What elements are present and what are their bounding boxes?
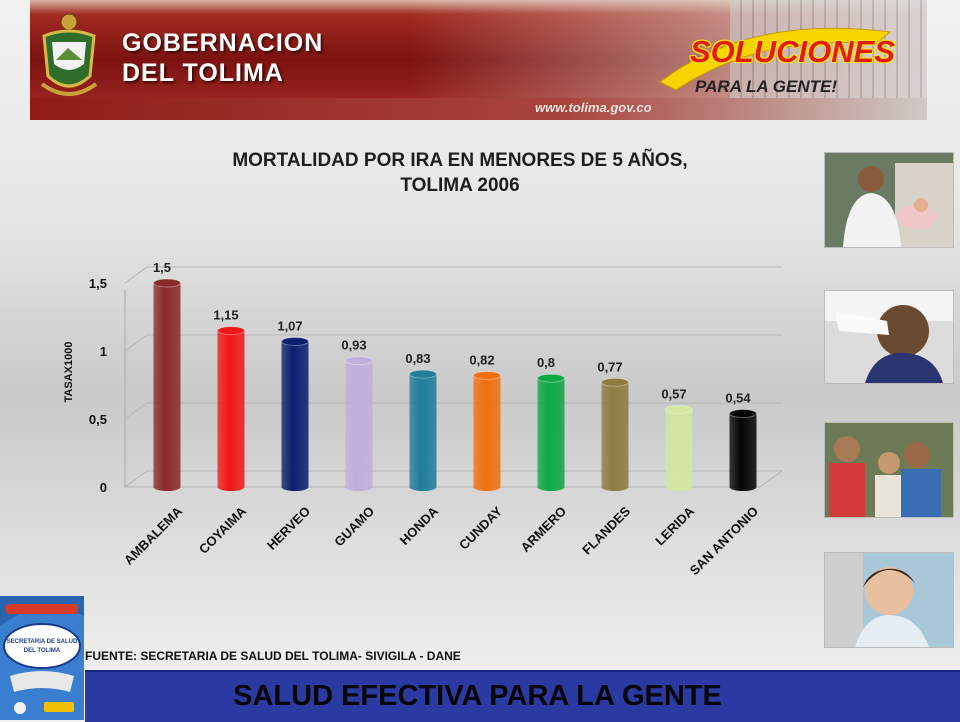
x-tick-label: CUNDAY xyxy=(456,503,505,552)
government-title: GOBERNACION DEL TOLIMA xyxy=(122,28,323,88)
value-label: 0,57 xyxy=(661,386,686,401)
value-label: 0,83 xyxy=(405,351,430,366)
bar-ambalema xyxy=(153,278,181,491)
footer-bar: SALUD EFECTIVA PARA LA GENTE xyxy=(85,670,960,722)
photo-smiling-child xyxy=(824,552,954,648)
slogan-arrow-icon xyxy=(659,27,892,91)
logo-line-1: SECRETARIA DE SALUD xyxy=(7,639,78,645)
slogan-main: SOLUCIONES xyxy=(690,34,895,69)
x-tick-label: HONDA xyxy=(397,503,442,548)
x-tick-label: LERIDA xyxy=(652,503,697,548)
tolima-crest-icon xyxy=(40,13,98,96)
value-label: 0,77 xyxy=(597,359,622,374)
banner-bottom-strip xyxy=(30,98,927,120)
x-tick-label: COYAIMA xyxy=(196,503,250,557)
y-tick-label: 0,5 xyxy=(89,412,107,427)
photo-children-group xyxy=(824,422,954,518)
gridline xyxy=(124,266,782,284)
photo-child-vaccination xyxy=(824,290,954,384)
value-label: 1,07 xyxy=(277,318,302,333)
bar-san-antonio xyxy=(729,409,757,491)
slogan-sub: PARA LA GENTE! xyxy=(695,77,837,96)
header-banner: GOBERNACION DEL TOLIMA www.tolima.gov.co xyxy=(30,0,927,120)
photo-mother-child xyxy=(824,152,954,248)
chart-bars xyxy=(153,278,757,491)
x-tick-label: AMBALEMA xyxy=(121,503,186,568)
value-label: 0,8 xyxy=(537,355,555,370)
bar-flandes xyxy=(601,377,629,491)
value-label: 1,15 xyxy=(213,308,238,323)
title-line-1: GOBERNACION xyxy=(122,29,324,57)
bar-honda xyxy=(409,369,437,491)
bar-cunday xyxy=(473,370,501,491)
chart-title-line-2: TOLIMA 2006 xyxy=(400,175,520,196)
data-source-note: FUENTE: SECRETARIA DE SALUD DEL TOLIMA- … xyxy=(85,649,461,663)
x-tick-label: SAN ANTONIO xyxy=(687,504,761,578)
x-tick-label: HERVEO xyxy=(264,504,313,553)
value-label: 0,54 xyxy=(725,391,751,406)
value-labels: 1,5 1,15 1,07 0,93 0,83 0,82 0,8 0,77 0,57 0,54 xyxy=(153,260,751,406)
value-label: 0,93 xyxy=(341,338,366,353)
bar-herveo xyxy=(281,336,309,491)
gridline xyxy=(124,402,782,420)
bar-armero xyxy=(537,373,565,491)
footer-slogan: SALUD EFECTIVA PARA LA GENTE xyxy=(233,680,722,712)
logo-line-2: DEL TOLIMA xyxy=(24,648,61,654)
bar-lerida xyxy=(665,404,693,491)
value-label: 0,82 xyxy=(469,352,494,367)
bar-guamo xyxy=(345,356,373,491)
title-line-2: DEL TOLIMA xyxy=(122,59,284,87)
value-label: 1,5 xyxy=(153,260,171,275)
x-tick-label: FLANDES xyxy=(579,503,633,557)
website-url: www.tolima.gov.co xyxy=(535,100,652,115)
x-tick-label: GUAMO xyxy=(331,504,377,550)
chart-title: MORTALIDAD POR IRA EN MENORES DE 5 AÑOS,… xyxy=(130,148,790,198)
y-tick-label: 0 xyxy=(100,480,107,495)
secretaria-salud-logo: SECRETARIA DE SALUD DEL TOLIMA xyxy=(0,596,84,720)
x-tick-label: ARMERO xyxy=(518,504,569,555)
chart-title-line-1: MORTALIDAD POR IRA EN MENORES DE 5 AÑOS, xyxy=(232,150,688,171)
y-tick-label: 1,5 xyxy=(89,276,107,291)
bar-coyaima xyxy=(217,326,245,491)
y-tick-label: 1 xyxy=(100,344,107,359)
y-axis-label: TASAX1000 xyxy=(63,342,75,403)
gridline xyxy=(124,334,782,352)
chart-gridlines xyxy=(124,266,782,420)
x-axis-labels: AMBALEMA COYAIMA HERVEO GUAMO HONDA CUNDAY ARM… xyxy=(121,503,761,578)
y-axis-ticks: 0 0,5 1 1,5 xyxy=(89,276,107,495)
